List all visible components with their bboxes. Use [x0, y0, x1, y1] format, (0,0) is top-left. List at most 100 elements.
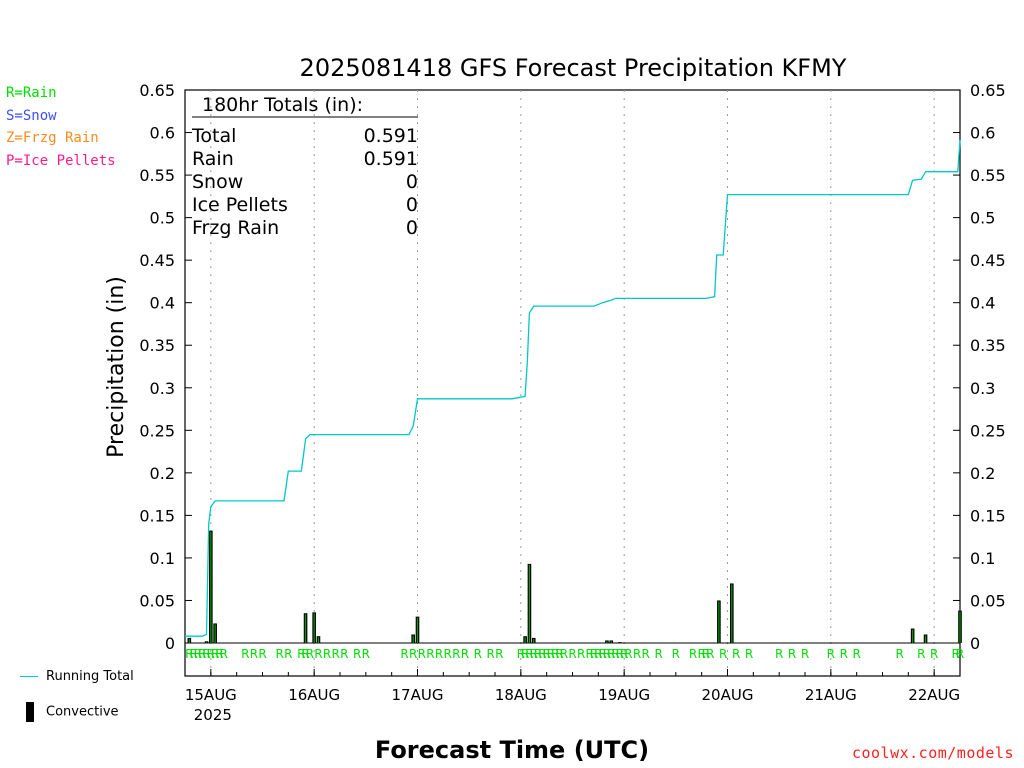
x-tick-label: 21AUG	[805, 686, 857, 704]
ptype-marker-rain: R	[198, 647, 206, 661]
ptype-marker-rain: R	[852, 647, 860, 661]
ptype-marker-rain: R	[547, 647, 555, 661]
ptype-marker-rain: R	[435, 647, 443, 661]
ptype-marker-rain: R	[185, 647, 193, 661]
y-tick-label-left: 0.05	[139, 591, 175, 610]
chart-title: 2025081418 GFS Forecast Precipitation KF…	[300, 54, 847, 82]
ptype-marker-rain: R	[418, 647, 426, 661]
legend-snow: S=Snow	[6, 107, 57, 124]
convective-bar-fill	[533, 638, 535, 643]
legend-frzg-rain: Z=Frzg Rain	[6, 130, 99, 146]
convective-bar-fill	[188, 638, 190, 643]
ptype-marker-rain: R	[332, 647, 340, 661]
running-total-key-label: Running Total	[46, 669, 134, 684]
ptype-marker-rain: R	[896, 647, 904, 661]
x-tick-label: 20AUG	[702, 686, 754, 704]
ptype-marker-rain: R	[930, 647, 938, 661]
y-tick-label-right: 0.1	[970, 549, 995, 568]
ptype-marker-rain: R	[340, 647, 348, 661]
ptype-marker-rain: R	[400, 647, 408, 661]
ptype-marker-rain: R	[689, 647, 697, 661]
ptype-marker-rain: R	[775, 647, 783, 661]
y-axis-label: Precipitation (in)	[104, 276, 129, 458]
ptype-marker-rain: R	[189, 647, 197, 661]
convective-bar-fill	[214, 624, 216, 643]
ptype-marker-rain: R	[495, 647, 503, 661]
ptype-marker-rain: R	[827, 647, 835, 661]
ptype-marker-rain: R	[202, 647, 210, 661]
ptype-marker-rain: R	[538, 647, 546, 661]
running-total-swatch	[20, 676, 38, 677]
y-tick-label-right: 0.6	[970, 124, 995, 143]
totals-row-label: Frzg Rain	[192, 217, 279, 239]
totals-row-label: Ice Pellets	[192, 194, 288, 216]
y-tick-label-left: 0.45	[139, 251, 175, 270]
totals-row-value: 0.591	[364, 125, 418, 147]
ptype-marker-rain: R	[654, 647, 662, 661]
y-tick-label-right: 0	[970, 634, 980, 653]
x-tick-sublabel: 2025	[194, 706, 232, 724]
ptype-marker-rain: R	[215, 647, 223, 661]
ptype-marker-rain: R	[633, 647, 641, 661]
ptype-marker-rain: R	[642, 647, 650, 661]
ptype-marker-rain: R	[745, 647, 753, 661]
x-tick-label: 15AUG	[185, 686, 237, 704]
totals-row-value: 0.591	[364, 148, 418, 170]
y-tick-label-left: 0.2	[150, 464, 175, 483]
totals-row-value: 0	[406, 217, 418, 239]
ptype-marker-rain: R	[487, 647, 495, 661]
convective-swatch	[26, 702, 34, 722]
ptype-marker-rain: R	[672, 647, 680, 661]
ptype-marker-rain: R	[521, 647, 529, 661]
y-tick-label-right: 0.3	[970, 379, 995, 398]
convective-bar-fill	[304, 614, 307, 643]
ptype-marker-rain: R	[362, 647, 370, 661]
convective-bar-fill	[313, 613, 315, 643]
legend-rain: R=Rain	[6, 85, 57, 101]
plot-frame	[184, 89, 961, 677]
x-tick-label: 16AUG	[288, 686, 340, 704]
ptype-marker-rain: R	[284, 647, 292, 661]
ptype-marker-rain: R	[461, 647, 469, 661]
ptype-marker-rain: R	[443, 647, 451, 661]
ptype-marker-rain: R	[314, 647, 322, 661]
y-tick-label-left: 0.15	[139, 506, 175, 525]
y-tick-label-left: 0.35	[139, 336, 175, 355]
ptype-marker-rain: R	[594, 647, 602, 661]
precip-type-legend: R=Rain S=Snow Z=Frzg Rain P=Ice Pellets	[6, 82, 116, 172]
convective-bar-fill	[924, 635, 927, 643]
plot-area: 15AUG 2025 16AUG 17AUG 18AUG 19AUG 20AUG 21AUG 2…	[139, 81, 1005, 724]
ptype-marker-rain: R	[788, 647, 796, 661]
convective-bar-fill	[606, 641, 608, 643]
ptype-marker-rain: R	[952, 647, 960, 661]
ptype-marker-rain: R	[452, 647, 460, 661]
ptype-marker-rain: R	[194, 647, 202, 661]
x-tick-label: 18AUG	[495, 686, 547, 704]
y-tick-label-right: 0.65	[970, 81, 1006, 100]
x-tick-label: 19AUG	[598, 686, 650, 704]
convective-bar-fill	[718, 601, 720, 643]
totals-row-label: Total	[191, 125, 236, 147]
convective-bar-fill	[317, 637, 320, 643]
convective-bar	[618, 642, 622, 643]
ptype-marker-rain: R	[542, 647, 550, 661]
ptype-marker-rain: R	[517, 647, 525, 661]
y-tick-label-right: 0.5	[970, 209, 995, 228]
y-tick-label-left: 0	[165, 634, 175, 653]
ptype-marker-rain: R	[917, 647, 925, 661]
ptype-marker-rain: R	[956, 647, 964, 661]
ptype-marker-rain: R	[719, 647, 727, 661]
totals-box: 180hr Totals (in): Total 0.591 Rain 0.591 Sno…	[191, 94, 418, 239]
convective-bar-fill	[524, 637, 526, 643]
y-tick-label-left: 0.1	[150, 549, 175, 568]
y-tick-label-left: 0.3	[150, 379, 175, 398]
ptype-marker-rain: R	[306, 647, 314, 661]
ptype-marker-rain: R	[207, 647, 215, 661]
convective-bar-fill	[912, 629, 914, 643]
y-tick-label-left: 0.4	[150, 294, 175, 313]
y-tick-label-right: 0.45	[970, 251, 1006, 270]
convective-key-label: Convective	[46, 704, 119, 720]
y-tick-label-right: 0.05	[970, 591, 1006, 610]
ptype-marker-rain: R	[426, 647, 434, 661]
ptype-marker-rain: R	[560, 647, 568, 661]
